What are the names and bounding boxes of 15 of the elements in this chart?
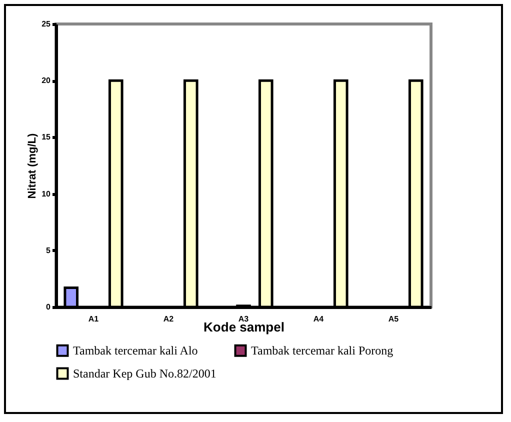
x-tick-label: A4 — [313, 314, 324, 324]
x-tick-label: A1 — [88, 314, 100, 324]
legend-label: Standar Kep Gub No.82/2001 — [73, 366, 216, 380]
legend-label: Tambak tercemar kali Alo — [73, 344, 198, 358]
y-axis-title: Nitrat (mg/L) — [26, 132, 39, 199]
x-tick-label: A3 — [238, 314, 250, 324]
y-tick-label: 20 — [42, 76, 52, 86]
y-tick-label: 5 — [46, 246, 52, 255]
y-tick-label: 15 — [42, 132, 52, 142]
x-tick-label: A2 — [163, 314, 174, 324]
y-tick-label: 0 — [46, 302, 52, 312]
legend-label: Tambak tercemar kali Porong — [251, 344, 394, 358]
x-tick-label: A5 — [388, 314, 400, 324]
y-tick-label: 10 — [42, 189, 52, 198]
y-tick-label: 25 — [42, 20, 52, 28]
